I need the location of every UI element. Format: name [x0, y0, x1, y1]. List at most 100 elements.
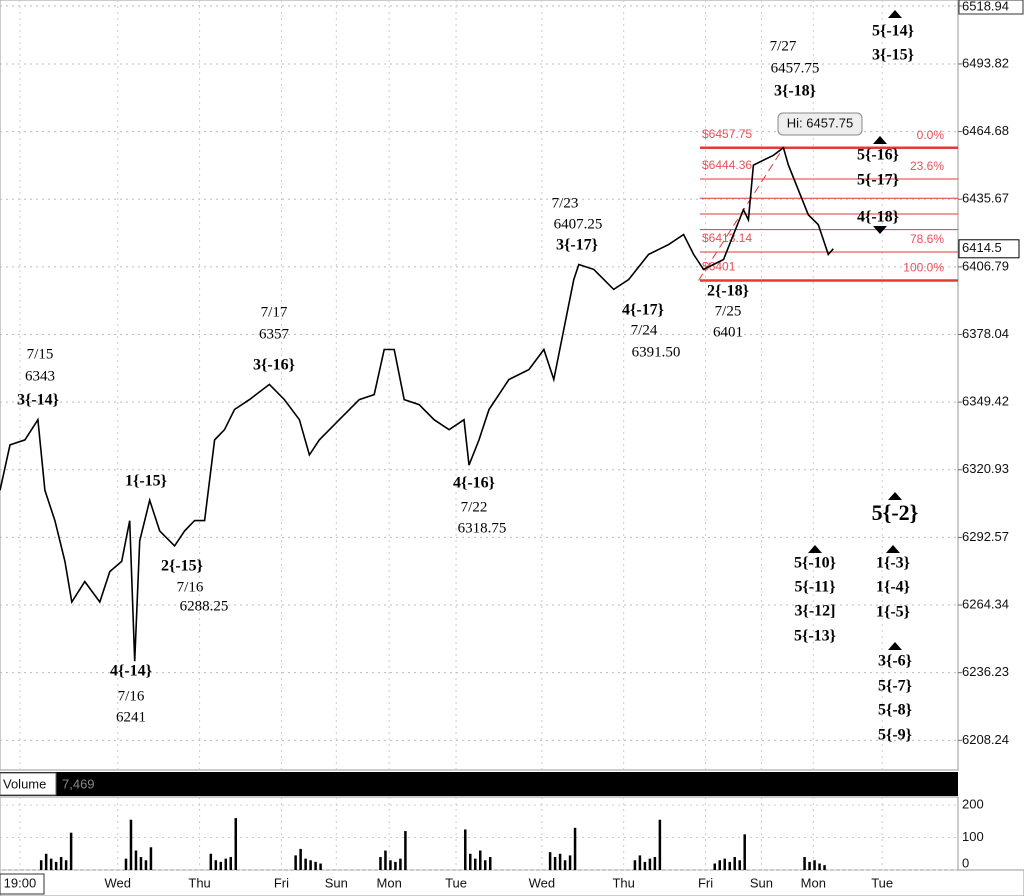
fib-price: $6444.36 [702, 158, 752, 172]
fib-price: $6413.14 [702, 231, 752, 245]
volume-bar [149, 847, 153, 870]
wave-label: 5{-17} [857, 172, 899, 189]
volume-bar [648, 858, 652, 870]
volume-bar [124, 858, 128, 870]
x-tick-label: Thu [188, 875, 210, 890]
wave-label: 5{-7} [878, 678, 912, 695]
y-tick-label: 6292.57 [962, 529, 1009, 544]
volume-header [0, 772, 958, 796]
wave-label: 4{-16} [453, 475, 495, 492]
volume-bar [723, 858, 726, 870]
wave-label: 3{-12] [795, 603, 836, 620]
wave-label: 1{-5} [876, 604, 910, 621]
fib-percent: 78.6% [910, 232, 944, 246]
volume-bar [658, 819, 662, 870]
wave-label: 7/22 [461, 499, 488, 515]
hi-label: Hi: 6457.75 [787, 115, 854, 130]
volume-bar [294, 855, 297, 870]
volume-bar [643, 861, 647, 870]
x-tick-label: Tue [445, 875, 467, 890]
last-price-box [958, 239, 1020, 259]
wave-label: 7/27 [770, 38, 797, 54]
wave-label: 7/25 [715, 303, 742, 319]
fib-price: $6401 [702, 260, 736, 274]
wave-label: 3{-14} [17, 392, 59, 409]
volume-bar [59, 857, 63, 870]
x-tick-label: Tue [871, 875, 893, 890]
volume-bar [743, 834, 746, 870]
volume-bar [818, 863, 821, 870]
y-tick-label: 6208.24 [962, 732, 1009, 747]
wave-label: 3{-16} [253, 357, 295, 374]
wave-label: 6288.25 [180, 598, 229, 614]
wave-label: 6457.75 [771, 60, 820, 76]
wave-marker [873, 136, 887, 144]
volume-bar [39, 860, 43, 870]
volume-bar [813, 860, 816, 870]
volume-bar [738, 860, 741, 870]
y-tick-label: 6320.93 [962, 461, 1009, 476]
volume-bar [234, 818, 238, 870]
volume-bar [474, 858, 477, 870]
volume-last: 7,469 [62, 776, 95, 791]
volume-bar [713, 863, 717, 870]
price-line [0, 146, 834, 662]
volume-bar [479, 850, 482, 870]
wave-label: 5{-14} [872, 23, 914, 40]
volume-bar [144, 860, 148, 870]
volume-bar [718, 860, 721, 870]
wave-marker [888, 492, 902, 500]
wave-label: 2{-18} [707, 283, 749, 300]
wave-label: 7/17 [261, 304, 288, 320]
wave-label: 1{-3} [876, 555, 910, 572]
x-tick-label: 19:00 [4, 875, 37, 890]
volume-bar [633, 860, 637, 870]
fib-price: $6457.75 [702, 127, 752, 141]
y-tick-label: 6518.94 [962, 0, 1009, 13]
volume-bar [389, 860, 392, 870]
wave-label: 6407.25 [554, 216, 603, 232]
volume-bar [379, 857, 382, 870]
volume-bar [483, 860, 487, 870]
volume-bar [64, 860, 68, 870]
volume-title: Volume [3, 776, 46, 791]
volume-tick-label: 100 [962, 829, 984, 844]
y-tick-label: 6435.67 [962, 191, 1009, 206]
wave-label: 1{-15} [125, 473, 167, 490]
fib-percent: 23.6% [910, 159, 944, 173]
y-tick-box [958, 0, 1024, 15]
wave-label: 6343 [25, 368, 55, 384]
wave-label: 4{-18} [857, 209, 899, 226]
volume-bar [209, 853, 213, 870]
volume-bar [803, 857, 806, 870]
wave-label: 7/16 [177, 579, 204, 595]
wave-label: 5{-13} [794, 628, 836, 645]
volume-bar [464, 829, 467, 870]
wave-label: 7/15 [27, 346, 54, 362]
y-tick-label: 6493.82 [962, 55, 1009, 70]
time-box [0, 873, 45, 895]
wave-label: 7/16 [118, 688, 145, 704]
volume-bar [728, 861, 731, 870]
wave-label: 7/24 [631, 322, 658, 338]
volume-bar [54, 861, 58, 870]
volume-bar [404, 831, 407, 870]
volume-bar [44, 853, 48, 870]
volume-bar [69, 832, 73, 870]
wave-label: 3{-17} [556, 237, 598, 254]
volume-bar [399, 858, 402, 870]
wave-label: 5{-16} [857, 147, 899, 164]
x-tick-label: Wed [529, 875, 556, 890]
wave-marker [873, 226, 887, 234]
x-tick-label: Fri [274, 875, 289, 890]
wave-label: 3{-15} [872, 47, 914, 64]
volume-bar [134, 850, 138, 870]
volume-bar [469, 853, 472, 870]
wave-label: 3{-6} [878, 653, 912, 670]
x-tick-label: Wed [105, 875, 132, 890]
y-tick-label: 6349.42 [962, 394, 1009, 409]
volume-bar [319, 863, 322, 870]
volume-bar [384, 850, 387, 870]
x-tick-label: Fri [698, 875, 713, 890]
volume-tick-label: 0 [962, 855, 969, 870]
